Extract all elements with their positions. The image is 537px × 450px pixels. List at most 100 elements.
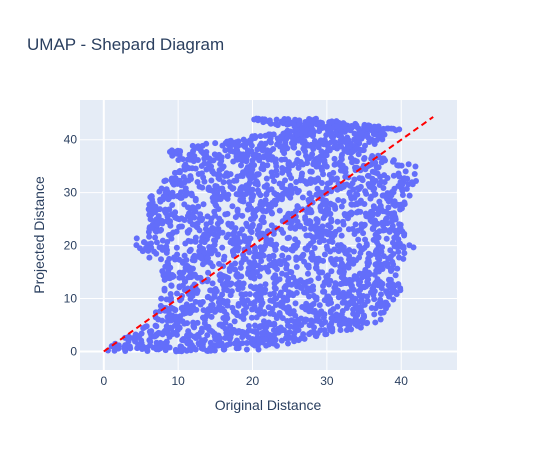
scatter-point — [254, 206, 261, 213]
scatter-point — [237, 239, 244, 246]
scatter-point — [379, 301, 386, 308]
scatter-point — [206, 326, 213, 333]
scatter-point — [393, 291, 400, 298]
scatter-point — [375, 164, 382, 171]
scatter-point — [270, 145, 277, 152]
scatter-point — [395, 248, 402, 255]
scatter-point — [390, 296, 397, 303]
scatter-point — [287, 185, 294, 192]
scatter-point — [254, 330, 261, 337]
scatter-point — [406, 192, 413, 199]
scatter-point — [283, 215, 290, 222]
scatter-point — [217, 196, 224, 203]
scatter-point — [279, 270, 286, 277]
scatter-point — [195, 203, 202, 210]
scatter-point — [380, 227, 387, 234]
scatter-point — [231, 233, 238, 240]
scatter-point — [246, 327, 253, 334]
scatter-point — [292, 236, 299, 243]
scatter-point — [348, 149, 355, 156]
scatter-point — [170, 193, 177, 200]
scatter-point — [392, 282, 399, 289]
scatter-point — [169, 202, 176, 209]
scatter-point — [355, 236, 362, 243]
scatter-point — [279, 143, 286, 150]
scatter-point — [182, 187, 189, 194]
scatter-point — [201, 249, 208, 256]
scatter-point — [373, 239, 380, 246]
scatter-point — [392, 272, 399, 279]
scatter-point — [265, 268, 272, 275]
scatter-point — [157, 198, 164, 205]
scatter-point — [168, 149, 175, 156]
scatter-point — [376, 256, 383, 263]
scatter-point — [328, 299, 335, 306]
scatter-point — [273, 163, 280, 170]
scatter-point — [256, 157, 263, 164]
scatter-point — [280, 327, 287, 334]
scatter-point — [328, 315, 335, 322]
scatter-point — [307, 207, 314, 214]
scatter-point — [411, 170, 418, 177]
scatter-point — [176, 324, 183, 331]
scatter-point — [218, 157, 225, 164]
scatter-point — [175, 169, 182, 176]
scatter-point — [345, 325, 352, 332]
scatter-point — [360, 292, 367, 299]
scatter-point — [295, 319, 302, 326]
scatter-point — [365, 172, 372, 179]
scatter-point — [283, 246, 290, 253]
scatter-point — [209, 263, 216, 270]
scatter-point — [238, 197, 245, 204]
scatter-point — [375, 154, 382, 161]
scatter-point — [215, 299, 222, 306]
chart-title: UMAP - Shepard Diagram — [27, 35, 224, 54]
scatter-point — [299, 124, 306, 131]
scatter-point — [235, 211, 242, 218]
scatter-point — [222, 211, 229, 218]
scatter-point — [173, 331, 180, 338]
scatter-point — [343, 181, 350, 188]
scatter-point — [248, 168, 255, 175]
scatter-point — [201, 239, 208, 246]
scatter-point — [180, 269, 187, 276]
scatter-point — [272, 302, 279, 309]
scatter-point — [254, 269, 261, 276]
scatter-point — [248, 142, 255, 149]
scatter-point — [230, 141, 237, 148]
scatter-point — [270, 290, 277, 297]
scatter-point — [284, 235, 291, 242]
scatter-point — [328, 257, 335, 264]
scatter-point — [314, 229, 321, 236]
scatter-point — [212, 140, 219, 147]
scatter-point — [240, 155, 247, 162]
scatter-point — [133, 235, 140, 242]
scatter-point — [330, 306, 337, 313]
scatter-point — [372, 191, 379, 198]
scatter-point — [374, 229, 381, 236]
scatter-point — [346, 253, 353, 260]
scatter-point — [308, 153, 315, 160]
scatter-point — [183, 164, 190, 171]
scatter-point — [153, 339, 160, 346]
scatter-point — [148, 328, 155, 335]
scatter-point — [245, 173, 252, 180]
scatter-point — [181, 252, 188, 259]
scatter-point — [207, 287, 214, 294]
scatter-point — [340, 276, 347, 283]
scatter-point — [260, 207, 267, 214]
scatter-point — [372, 169, 379, 176]
scatter-point — [347, 318, 354, 325]
scatter-point — [279, 169, 286, 176]
scatter-point — [283, 265, 290, 272]
scatter-point — [216, 171, 223, 178]
scatter-point — [362, 188, 369, 195]
scatter-point — [133, 242, 140, 249]
scatter-point — [391, 198, 398, 205]
scatter-point — [258, 230, 265, 237]
scatter-point — [385, 210, 392, 217]
scatter-point — [260, 246, 267, 253]
scatter-point — [367, 195, 374, 202]
scatter-point — [364, 125, 371, 132]
scatter-point — [245, 265, 252, 272]
